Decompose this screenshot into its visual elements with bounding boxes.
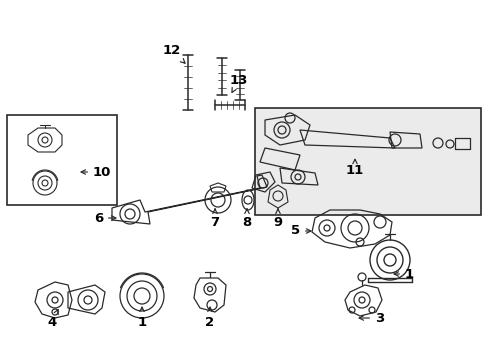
Text: 1: 1 [137,307,146,328]
Text: 8: 8 [242,209,251,229]
Text: 1: 1 [393,267,413,280]
Text: 4: 4 [47,310,58,328]
Bar [7,115,117,205]
Text: 12: 12 [163,45,184,63]
Text: 11: 11 [345,159,364,176]
Text: 7: 7 [210,209,219,229]
Text: 10: 10 [81,166,111,179]
Text: 5: 5 [290,225,310,238]
Text: 3: 3 [358,311,384,324]
Text: 13: 13 [229,73,247,93]
Text: 9: 9 [273,209,282,229]
Text: 6: 6 [94,211,116,225]
Bar [254,108,480,215]
Text: 2: 2 [205,307,214,328]
